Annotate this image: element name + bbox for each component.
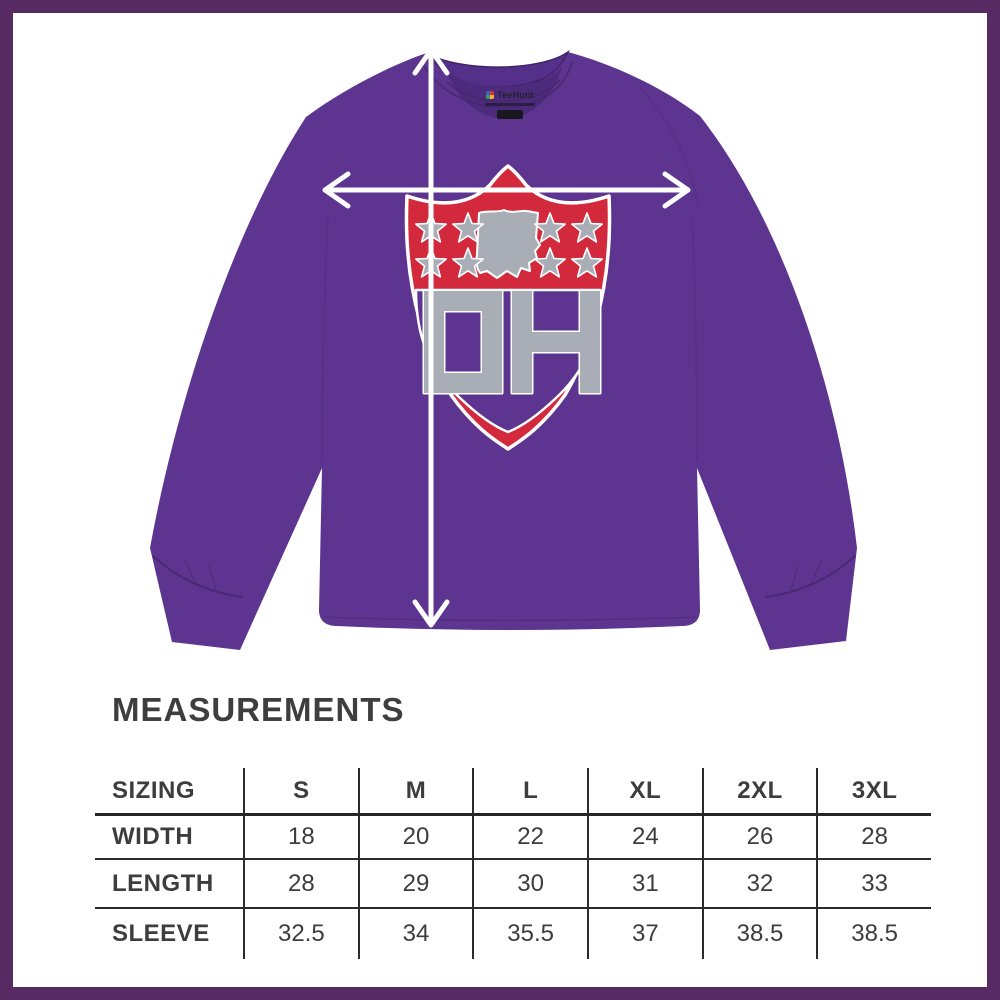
value-cell: 31 — [586, 860, 702, 909]
value-cell: 32.5 — [243, 909, 358, 959]
row-label: WIDTH — [95, 816, 243, 860]
row-label: LENGTH — [95, 860, 243, 909]
value-cell: 24 — [586, 816, 702, 860]
measurements-heading: MEASUREMENTS — [112, 691, 405, 728]
value-cell: 38.5 — [701, 909, 817, 959]
value-cell: 28 — [816, 816, 931, 860]
sizing-header: SIZING — [95, 768, 243, 816]
hem-seam — [322, 616, 697, 622]
oh-shield-logo — [404, 164, 612, 451]
cuff-seam-left — [152, 555, 244, 598]
size-table: SIZING S M L XL 2XL 3XL WIDTH 18 20 22 24 26 28 LENGTH… — [95, 768, 931, 959]
tag-size-chip — [497, 110, 523, 119]
value-cell: 32 — [701, 860, 817, 909]
body-crease-lines — [321, 87, 699, 461]
width-arrow-icon — [322, 171, 691, 209]
value-cell: 22 — [472, 816, 587, 860]
size-column-header: L — [472, 768, 587, 816]
value-cell: 18 — [243, 816, 358, 860]
value-cell: 30 — [472, 860, 587, 909]
value-cell: 34 — [357, 909, 473, 959]
row-label: SLEEVE — [112, 920, 210, 947]
value-cell: 38.5 — [816, 909, 931, 959]
size-column-header: XL — [586, 768, 702, 816]
value-cell: 28 — [243, 860, 358, 909]
neck-tag: TeeHunt — [464, 90, 556, 119]
size-column-header: 2XL — [701, 768, 817, 816]
ohio-state-shape — [475, 209, 541, 279]
size-column-header: M — [357, 768, 473, 816]
size-column-header: S — [243, 768, 358, 816]
value-cell: 33 — [816, 860, 931, 909]
letter-o — [422, 289, 504, 395]
size-column-header: 3XL — [816, 768, 931, 816]
tag-fine-print — [485, 103, 535, 106]
oh-letters — [422, 289, 602, 395]
brand-name: TeeHunt — [497, 90, 534, 100]
value-cell: 26 — [701, 816, 817, 860]
value-cell: 20 — [357, 816, 473, 860]
brand-logo-icon — [486, 91, 495, 99]
letter-h — [510, 289, 602, 395]
value-cell: 35.5 — [472, 909, 587, 959]
value-cell: 37 — [586, 909, 702, 959]
measurement-arrows — [322, 47, 691, 628]
cuff-wrinkles — [184, 559, 823, 591]
collar-seam-lines — [423, 61, 573, 109]
cuff-seam-right — [764, 555, 856, 598]
tag-brand-row: TeeHunt — [486, 90, 534, 100]
length-arrow-icon — [412, 47, 450, 628]
value-cell: 29 — [357, 860, 473, 909]
